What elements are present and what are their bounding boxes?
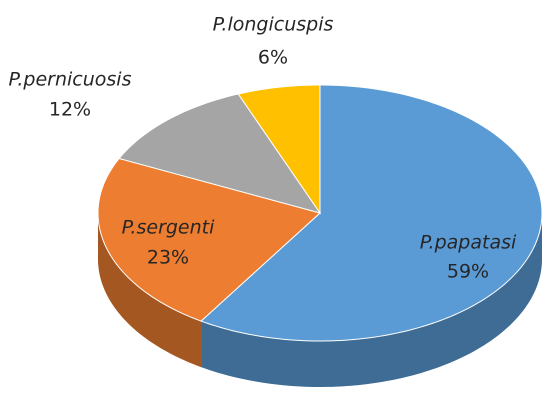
- slice-label: P.pernicuosis: [9, 69, 132, 91]
- slice-side-shade: [201, 213, 543, 387]
- slice-side: [201, 213, 543, 387]
- slice-side-shade: [98, 213, 202, 368]
- slice: [97, 157, 322, 322]
- slice: [200, 84, 543, 342]
- slice-label: P.papatasi: [420, 232, 517, 254]
- slice-label: P.sergenti: [122, 217, 216, 239]
- slice-value-label: 6%: [258, 47, 288, 69]
- slice-value-label: 12%: [49, 99, 91, 121]
- slice-side: [98, 213, 202, 368]
- slice-value-label: 23%: [147, 247, 189, 269]
- slice: [237, 84, 321, 215]
- slice: [118, 93, 322, 214]
- slice-label: P.longicuspis: [213, 14, 334, 36]
- slice-value-label: 59%: [447, 261, 489, 283]
